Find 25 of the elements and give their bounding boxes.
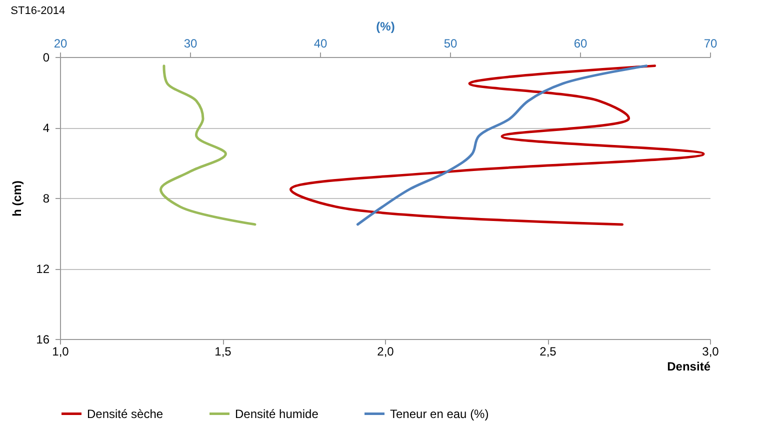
y-tick-label: 12 <box>36 262 50 276</box>
y-tick-label: 0 <box>42 50 50 64</box>
y-tick-label: 16 <box>36 332 50 346</box>
line-series <box>160 64 256 226</box>
x2-tick-label: 50 <box>444 36 458 50</box>
x2-tick-label: 60 <box>574 36 588 50</box>
legend-label: Densité sèche <box>87 406 164 421</box>
x2-tick-label: 30 <box>184 36 198 50</box>
y-tick-label: 8 <box>42 192 50 206</box>
x-tick-label: 2,0 <box>377 344 394 358</box>
x2-tick-label: 20 <box>54 36 68 50</box>
chart-title: ST16-2014 <box>10 5 66 17</box>
legend-label: Teneur en eau (%) <box>390 406 489 421</box>
line-series <box>290 64 705 226</box>
x-tick-label: 2,5 <box>540 344 557 358</box>
legend-label: Densité humide <box>235 406 319 421</box>
x-tick-label: 3,0 <box>702 344 720 358</box>
x2-tick-label: 70 <box>704 36 718 50</box>
y-axis-title: h (cm) <box>10 180 24 216</box>
x2-tick-label: 40 <box>314 36 328 50</box>
y-tick-label: 4 <box>42 121 50 135</box>
x-axis-title: Densité <box>667 360 711 374</box>
x-tick-label: 1,5 <box>214 344 232 358</box>
x-tick-label: 1,0 <box>52 344 70 358</box>
x2-axis-title: (%) <box>376 20 395 34</box>
